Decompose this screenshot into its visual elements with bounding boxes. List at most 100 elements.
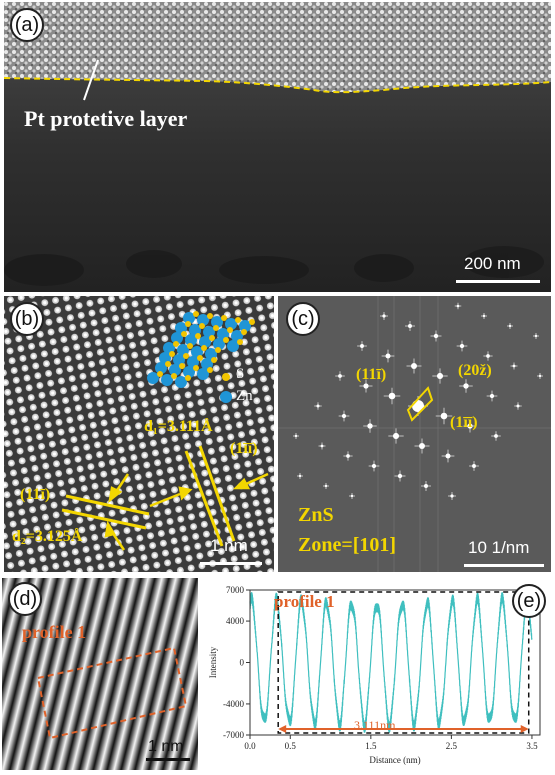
s-atom (187, 343, 193, 349)
zn-atom (155, 362, 167, 374)
x-axis-label: Distance (nm) (369, 755, 420, 765)
panel-c: (c) (11ī) (20ž) (1īī) ZnS Zone=[101] 10 … (278, 296, 551, 572)
spot-label-1: (11ī) (356, 366, 387, 383)
panel-b-scale-label: 1 nm (210, 536, 248, 555)
panel-d-scalebar (146, 758, 190, 761)
zn-atom (197, 314, 209, 326)
arrows (104, 472, 269, 551)
panel-a-scale-label: 200 nm (464, 254, 521, 273)
zn-atom (175, 376, 187, 388)
panel-b-scalebar (200, 562, 262, 565)
panel-d-badge: (d) (8, 582, 42, 616)
y-tick-label: -4000 (223, 699, 244, 709)
y-tick-label: -7000 (223, 730, 244, 740)
s-atom (193, 311, 199, 317)
zn-atom (225, 318, 237, 330)
x-tick-label: 0.5 (285, 741, 297, 751)
panel-a-badge: (a) (10, 8, 44, 42)
panel-c-fft (278, 296, 551, 572)
s-atom (241, 329, 247, 335)
zn-atom (169, 364, 181, 376)
d2-label: d₂=3.125Å (12, 528, 83, 545)
s-atom (165, 361, 171, 367)
atom-model (147, 311, 255, 388)
y-tick-label: 4000 (226, 616, 245, 626)
x-tick-label: 2.5 (446, 741, 458, 751)
zn-atom (171, 332, 183, 344)
s-atom (185, 375, 191, 381)
x-axis-ticks: 0.0 0.5 1.5 2.5 3.5 (244, 735, 538, 751)
x-tick-label: 0.0 (244, 741, 256, 751)
zn-atom (213, 338, 225, 350)
profile-rect (36, 646, 188, 740)
panel-b-image (4, 296, 274, 572)
s-atom (223, 337, 229, 343)
s-atom (169, 351, 175, 357)
zn-atom (227, 340, 239, 352)
legend-zn-label: Zn (236, 388, 253, 404)
panel-a-scalebar (456, 280, 540, 283)
zn-atom (183, 366, 195, 378)
s-atom (173, 341, 179, 347)
x-tick-label: 1.5 (365, 741, 377, 751)
distance-label: 3.111nm (354, 718, 396, 732)
plane-lines (61, 445, 236, 547)
panel-e-badge: (e) (512, 584, 546, 618)
zn-atom (239, 320, 251, 332)
s-atom (213, 325, 219, 331)
s-atom (197, 355, 203, 361)
panel-a: (a) Pt protetive layer 200 nm (4, 2, 551, 292)
panel-e: 7000 4000 0 -4000 -7000 0.0 0.5 1.5 2.5 3.5 Inte… (204, 578, 553, 775)
s-atom (215, 347, 221, 353)
s-atom (201, 345, 207, 351)
panel-c-badge: (c) (286, 302, 320, 336)
profile-box (277, 591, 530, 734)
intensity-line (249, 592, 533, 733)
s-atom (185, 321, 191, 327)
s-atom (221, 315, 227, 321)
spot-label-3: (1īī) (450, 414, 478, 431)
intensity-profile-chart: 7000 4000 0 -4000 -7000 0.0 0.5 1.5 2.5 3.5 Inte… (208, 585, 541, 765)
zn-atom (147, 372, 159, 384)
zn-atom (211, 316, 223, 328)
legend-s-label: S (236, 366, 245, 382)
s-atom (171, 373, 177, 379)
plot-frame (249, 589, 541, 736)
interface-dashed-line (4, 77, 551, 94)
y-axis-label: Intensity (208, 646, 218, 678)
zn-atom (199, 336, 211, 348)
distance-arrow-head (278, 725, 287, 733)
y-tick-label: 7000 (226, 585, 245, 595)
x-tick-label: 3.5 (526, 741, 538, 751)
s-atom (199, 323, 205, 329)
legend-zn-atom (220, 391, 232, 403)
distance-arrow (278, 725, 529, 733)
zn-atom (197, 368, 209, 380)
panel-d-scale-label: 1 nm (148, 738, 184, 755)
s-atom (195, 333, 201, 339)
panel-d-profile-label: profile 1 (22, 622, 87, 642)
s-atom (179, 363, 185, 369)
s-atom (235, 317, 241, 323)
s-atom (207, 367, 213, 373)
zn-atom (185, 334, 197, 346)
d1-label: d₁=3.111Å (144, 418, 213, 435)
s-atom (249, 319, 255, 325)
panel-c-scale-label: 10 1/nm (468, 538, 530, 557)
layer-pointer-line (83, 59, 99, 101)
s-atom (209, 335, 215, 341)
unit-cell-outline (406, 386, 434, 422)
panel-d: (d) profile 1 1 nm (2, 578, 198, 770)
material-label: ZnS (298, 504, 334, 526)
s-atom (207, 313, 213, 319)
diffraction-spots (293, 302, 543, 500)
y-axis-ticks: 7000 4000 0 -4000 -7000 (223, 585, 250, 740)
panel-e-profile-label: profile 1 (274, 592, 335, 611)
y-tick-label: 0 (240, 658, 245, 668)
spot-label-2: (20ž) (458, 362, 492, 379)
pt-layer-label: Pt protetive layer (24, 106, 188, 131)
plane-right-label: (1īī) (230, 440, 258, 457)
intensity-series (249, 592, 533, 733)
s-atom (237, 339, 243, 345)
legend-s-atom (222, 373, 230, 381)
